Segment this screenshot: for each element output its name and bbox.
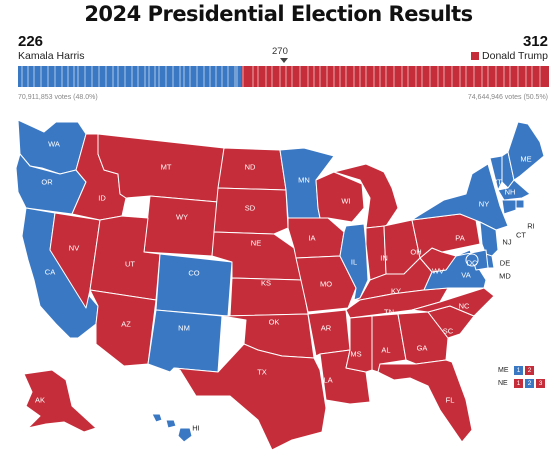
rep-bar-segment [241,66,549,87]
state-label-pa: PA [455,234,464,243]
state-label-ri: RI [527,222,535,231]
state-label-md: MD [499,272,511,281]
state-label-ok: OK [269,318,280,327]
dem-electoral-votes: 226 [18,33,44,50]
state-ar[interactable] [307,309,351,357]
state-label-vt: VT [492,178,502,187]
state-dc[interactable] [465,253,479,267]
legend-me-split: ME 1 2 [498,366,534,375]
state-ny[interactable] [411,163,509,231]
legend-ne-district-2: 2 [525,379,534,388]
state-me[interactable] [507,121,545,181]
state-label-ky: KY [391,287,401,296]
state-wy[interactable] [143,195,219,257]
state-hi[interactable] [151,413,193,443]
state-label-dc: DC [467,259,478,268]
state-label-ny: NY [479,200,489,209]
state-label-ak: AK [35,396,45,405]
rep-candidate-summary: 312 Donald Trump [471,34,548,62]
state-label-wy: WY [176,213,188,222]
state-nc[interactable] [411,287,495,317]
state-ms[interactable] [345,315,373,373]
state-label-mo: MO [320,280,332,289]
state-sd[interactable] [213,187,289,235]
dem-popular-votes: 70,911,853 votes (48.0%) [18,94,98,101]
state-label-mt: MT [161,163,172,172]
legend-me-label: ME [498,367,509,374]
state-label-or: OR [41,178,53,187]
state-label-nm: NM [178,324,190,333]
state-label-ia: IA [308,234,315,243]
state-mi[interactable] [333,163,399,229]
state-nm[interactable] [147,309,223,373]
state-label-nd: ND [245,163,256,172]
state-label-fl: FL [446,396,455,405]
state-label-al: AL [381,346,390,355]
state-label-sd: SD [245,204,256,213]
dem-bar-segment [18,66,242,87]
state-label-in: IN [380,254,388,263]
us-electoral-map: WA OR CA NV ID MT WY UT AZ CO NM ND SD NE KS OK TX MN IA MO… [15,119,545,451]
state-md[interactable] [455,249,489,271]
state-label-wi: WI [341,197,350,206]
state-label-ma: MA [528,197,539,206]
state-label-ms: MS [350,350,361,359]
legend-me-district-2: 2 [525,366,534,375]
state-label-nh: NH [505,188,516,197]
state-label-nj: NJ [502,238,511,247]
state-label-ut: UT [125,260,135,269]
state-label-id: ID [98,194,106,203]
state-label-tn: TN [384,308,394,317]
state-az[interactable] [89,289,157,367]
legend-ne-label: NE [498,380,508,387]
state-label-hi: HI [192,424,200,433]
state-co[interactable] [155,253,233,317]
state-label-nv: NV [69,244,79,253]
rep-color-swatch [471,52,480,60]
state-ak[interactable] [23,369,97,433]
rep-candidate-name: Donald Trump [482,50,548,62]
threshold-arrow-icon [280,58,288,63]
threshold-label: 270 [272,46,288,57]
state-label-me: ME [520,155,531,164]
rep-popular-votes: 74,644,946 votes (50.5%) [467,94,548,101]
state-label-oh: OH [410,248,421,257]
state-label-ct: CT [516,231,526,240]
state-label-ks: KS [261,279,271,288]
legend-ne-district-1: 1 [514,379,523,388]
state-ri[interactable] [515,199,525,209]
state-ct[interactable] [501,199,517,215]
rep-candidate-name-row: Donald Trump [471,50,548,62]
state-wi[interactable] [315,171,365,223]
legend-ne-district-3: 3 [536,379,545,388]
state-label-ga: GA [417,344,428,353]
state-tx[interactable] [173,343,327,451]
state-label-mn: MN [298,176,310,185]
state-label-wv: WV [432,267,444,276]
state-fl[interactable] [377,359,473,443]
state-label-wa: WA [48,140,60,149]
dem-candidate-summary: 226 Kamala Harris [18,34,85,62]
state-mo[interactable] [295,255,357,313]
state-label-ar: AR [321,324,332,333]
state-label-mi: MI [392,215,400,224]
electoral-vote-bar [18,66,549,87]
state-label-ne: NE [251,239,261,248]
state-label-va: VA [461,271,470,280]
legend-ne-split: NE 1 2 3 [498,379,545,388]
rep-electoral-votes: 312 [522,33,548,50]
legend-me-district-1: 1 [514,366,523,375]
state-label-de: DE [500,259,510,268]
state-label-sc: SC [443,327,454,336]
state-label-ca: CA [45,268,55,277]
state-label-la: LA [323,376,332,385]
state-label-az: AZ [121,320,131,329]
state-label-il: IL [351,258,357,267]
state-label-tx: TX [257,368,267,377]
state-label-nc: NC [459,302,470,311]
page-title: 2024 Presidential Election Results [84,2,473,26]
dem-candidate-name: Kamala Harris [18,50,85,62]
state-ia[interactable] [287,217,345,259]
state-label-co: CO [188,269,199,278]
